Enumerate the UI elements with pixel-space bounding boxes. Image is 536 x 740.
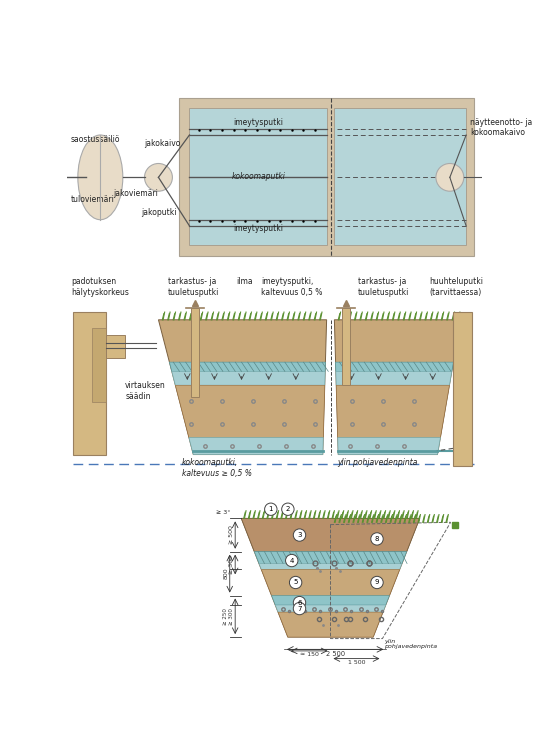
Text: 8: 8 [375,536,379,542]
Bar [73,312,106,454]
Text: 4: 4 [289,557,294,564]
Polygon shape [241,519,420,551]
Circle shape [286,554,298,567]
Polygon shape [259,564,402,570]
Bar [453,312,472,466]
Text: ≥ 3°: ≥ 3° [216,510,230,514]
Text: imeytysputki: imeytysputki [233,118,284,127]
Text: kokoomaputki: kokoomaputki [232,172,285,181]
Text: virtauksen
säädin: virtauksen säädin [125,381,166,401]
Polygon shape [159,320,326,454]
Bar [92,328,106,402]
Circle shape [282,503,294,515]
Polygon shape [175,386,325,437]
Text: ilma: ilma [236,278,252,286]
Circle shape [145,164,173,191]
Text: tarkastus- ja
tuuletusputki: tarkastus- ja tuuletusputki [168,278,219,297]
Polygon shape [336,371,452,386]
Text: jakoputki: jakoputki [140,208,176,217]
Text: huuhteluputki
(tarvittaessa): huuhteluputki (tarvittaessa) [430,278,483,297]
Polygon shape [336,362,453,371]
Text: jakoviemäri: jakoviemäri [114,189,158,198]
Polygon shape [262,570,400,596]
Text: 5: 5 [293,579,298,585]
Text: 2: 2 [286,506,290,512]
Text: ≥ 250
≥ 300: ≥ 250 ≥ 300 [223,608,234,625]
Text: 6: 6 [297,599,302,605]
Text: 1: 1 [269,506,273,512]
Circle shape [293,529,306,541]
Polygon shape [241,519,420,637]
Text: padotuksen
hälytyskorkeus: padotuksen hälytyskorkeus [71,278,129,297]
Bar [106,335,125,358]
Text: ylin pohjavedenpinta: ylin pohjavedenpinta [337,458,417,468]
Circle shape [436,164,464,191]
Text: 2 500: 2 500 [325,651,345,657]
Polygon shape [276,605,386,612]
Text: saostussäiliö: saostussäiliö [71,135,121,144]
Polygon shape [336,386,449,437]
Text: 3: 3 [297,532,302,538]
Bar [342,309,350,386]
Text: 1 500: 1 500 [348,660,365,665]
Text: näytteenotto- ja
kokoomakaivo: näytteenotto- ja kokoomakaivo [470,118,532,138]
Text: ≥ 500: ≥ 500 [229,525,234,545]
Text: imeytysputki,
kaltevuus 0,5 %: imeytysputki, kaltevuus 0,5 % [260,278,322,297]
Bar [180,98,474,256]
Text: tarkastus- ja
tuuletusputki: tarkastus- ja tuuletusputki [358,278,409,297]
Text: imeytysputki: imeytysputki [233,224,284,233]
Polygon shape [338,437,441,454]
Text: ≈ 150: ≈ 150 [300,653,318,657]
Bar [334,108,466,245]
Circle shape [293,602,306,615]
Text: tuloviemäri: tuloviemäri [71,195,115,204]
Text: ≥ 300: ≥ 300 [229,555,234,574]
Polygon shape [172,371,325,386]
Text: jakokaivo: jakokaivo [145,139,181,148]
Text: ylin
pohjavedenpinta: ylin pohjavedenpinta [384,639,437,650]
Polygon shape [278,612,383,637]
Polygon shape [334,320,461,454]
Polygon shape [189,437,323,454]
Polygon shape [255,551,407,564]
Polygon shape [169,362,325,371]
Circle shape [293,596,306,609]
Bar [191,309,199,397]
Bar [189,108,327,245]
Polygon shape [272,596,389,605]
Circle shape [265,503,277,515]
Text: 9: 9 [375,579,379,585]
Circle shape [371,533,383,545]
Text: 800: 800 [223,568,228,579]
Circle shape [289,576,302,588]
Circle shape [371,576,383,588]
Ellipse shape [78,135,123,220]
Text: kokoomaputki,
kaltevuus ≥ 0,5 %: kokoomaputki, kaltevuus ≥ 0,5 % [182,458,252,478]
Text: 7: 7 [297,605,302,611]
